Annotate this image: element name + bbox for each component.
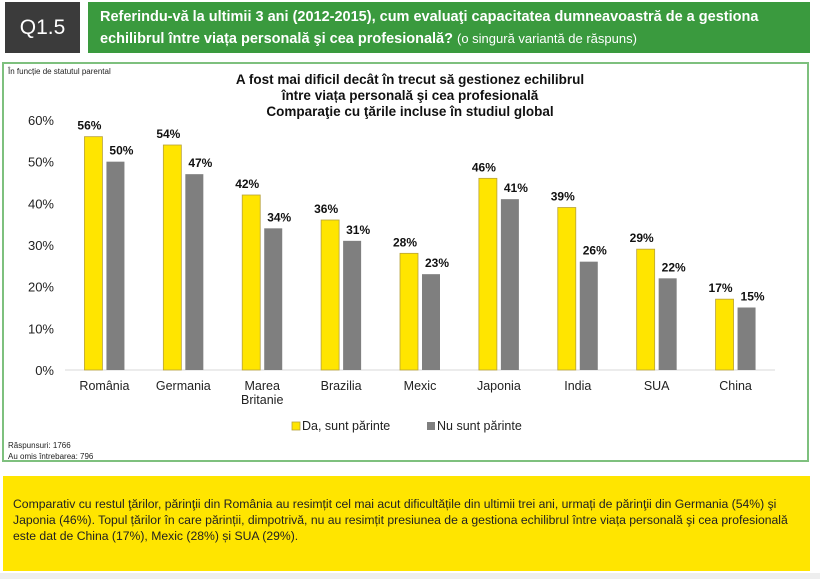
- bar-nonparent: [422, 274, 440, 370]
- conclusion-text: Comparativ cu restul ţărilor, părinţii d…: [13, 497, 788, 543]
- bar-nonparent: [106, 161, 125, 370]
- bar-nonparent: [579, 261, 598, 370]
- data-label: 54%: [156, 127, 180, 141]
- legend-label: Da, sunt părinte: [302, 419, 390, 433]
- x-tick-label: România: [79, 379, 129, 393]
- bottom-strip: [0, 573, 820, 579]
- x-tick-label: Britanie: [241, 393, 283, 407]
- data-label: 31%: [346, 223, 370, 237]
- data-label: 39%: [551, 190, 575, 204]
- chart-title-line: Comparaţie cu ţările incluse în studiul …: [266, 104, 553, 119]
- legend-swatch: [291, 421, 301, 431]
- bar-parent: [557, 207, 577, 371]
- y-tick-label: 20%: [28, 280, 54, 295]
- x-tick-label: Mexic: [404, 379, 437, 393]
- data-label: 36%: [314, 202, 338, 216]
- y-tick-label: 0%: [35, 363, 54, 378]
- data-label: 34%: [267, 210, 291, 224]
- legend-label: Nu sunt părinte: [437, 419, 522, 433]
- data-label: 46%: [472, 160, 496, 174]
- data-label: 41%: [504, 181, 528, 195]
- data-label: 17%: [709, 281, 733, 295]
- segment-label: În funcție de statutul parental: [8, 67, 111, 76]
- y-tick-label: 10%: [28, 321, 54, 336]
- question-id: Q1.5: [19, 15, 66, 39]
- bar-parent: [399, 252, 419, 371]
- data-label: 29%: [630, 231, 654, 245]
- data-label: 15%: [741, 290, 765, 304]
- legend-swatch: [427, 422, 435, 430]
- bar-nonparent: [658, 278, 677, 370]
- question-text: Referindu-vă la ultimii 3 ani (2012-2015…: [100, 9, 759, 47]
- question-id-badge: Q1.5: [5, 2, 80, 53]
- y-tick-label: 30%: [28, 238, 54, 253]
- bar-nonparent: [500, 199, 519, 370]
- x-tick-label: China: [719, 379, 752, 393]
- data-label: 47%: [188, 156, 212, 170]
- bar-parent: [320, 219, 340, 371]
- conclusion-box: Comparativ cu restul ţărilor, părinţii d…: [3, 476, 810, 571]
- x-tick-label: Marea: [245, 379, 280, 393]
- data-label: 50%: [109, 144, 133, 158]
- skipped-count: Au omis întrebarea: 796: [8, 452, 94, 461]
- y-tick-label: 40%: [28, 196, 54, 211]
- x-tick-label: India: [564, 379, 591, 393]
- bar-nonparent: [343, 240, 362, 370]
- data-label: 56%: [77, 119, 101, 133]
- x-tick-label: Japonia: [477, 379, 521, 393]
- bar-nonparent: [737, 307, 756, 370]
- responses-count: Răspunsuri: 1766: [8, 441, 71, 450]
- bar-parent: [715, 298, 734, 371]
- x-tick-label: Brazilia: [321, 379, 362, 393]
- bar-parent: [478, 177, 498, 371]
- question-hint: (o singură variantă de răspuns): [457, 31, 637, 46]
- chart-title-line: A fost mai dificil decât în trecut să ge…: [236, 72, 584, 87]
- x-tick-label: Germania: [156, 379, 211, 393]
- bar-nonparent: [185, 174, 204, 370]
- bar-chart: A fost mai dificil decât în trecut să ge…: [28, 72, 775, 433]
- bar-parent: [84, 136, 103, 371]
- bar-parent: [636, 248, 656, 371]
- x-tick-label: SUA: [644, 379, 670, 393]
- bar-parent: [241, 194, 261, 371]
- data-label: 28%: [393, 235, 417, 249]
- data-label: 42%: [235, 177, 259, 191]
- chart-title-line: între viața personală şi cea profesional…: [281, 88, 539, 103]
- bar-parent: [162, 144, 182, 371]
- question-header: Referindu-vă la ultimii 3 ani (2012-2015…: [88, 2, 810, 53]
- y-tick-label: 60%: [28, 113, 54, 128]
- data-label: 23%: [425, 256, 449, 270]
- y-tick-label: 50%: [28, 155, 54, 170]
- data-label: 26%: [583, 244, 607, 258]
- bar-nonparent: [264, 228, 283, 370]
- data-label: 22%: [662, 260, 686, 274]
